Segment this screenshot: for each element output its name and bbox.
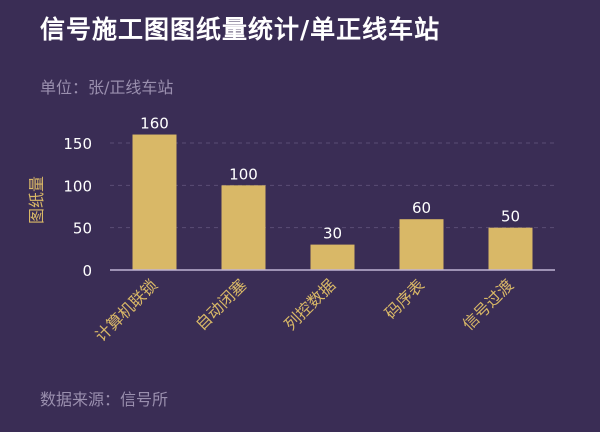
x-tick-label: 码序表 bbox=[381, 275, 428, 322]
bar-value-label: 100 bbox=[229, 165, 258, 183]
bar bbox=[132, 134, 177, 270]
gridlines bbox=[110, 142, 555, 229]
bar bbox=[399, 219, 444, 270]
x-tick-label: 自动闭塞 bbox=[192, 275, 251, 334]
bar bbox=[310, 244, 355, 270]
bars bbox=[132, 134, 533, 270]
bar-value-label: 30 bbox=[323, 225, 342, 243]
x-tick-label: 计算机联锁 bbox=[91, 275, 161, 345]
bar-value-label: 50 bbox=[501, 208, 520, 226]
y-tick-labels: 0 50 100 150 bbox=[63, 135, 92, 280]
chart-title: 信号施工图图纸量统计/单正线车站 bbox=[40, 15, 441, 44]
y-tick-label: 150 bbox=[63, 135, 92, 153]
bar bbox=[221, 185, 266, 270]
y-tick-label: 100 bbox=[63, 177, 92, 195]
bar bbox=[488, 227, 533, 270]
x-tick-labels: 计算机联锁 自动闭塞 列控数据 码序表 信号过渡 bbox=[91, 275, 517, 345]
bar-value-label: 60 bbox=[412, 199, 431, 217]
bar-value-label: 160 bbox=[140, 115, 169, 133]
x-tick-label: 信号过渡 bbox=[459, 275, 518, 334]
y-tick-label: 0 bbox=[82, 262, 92, 280]
unit-label: 单位：张/正线车站 bbox=[40, 78, 174, 97]
y-axis-label: 图纸量 bbox=[27, 176, 46, 224]
x-tick-label: 列控数据 bbox=[281, 275, 340, 334]
y-tick-label: 50 bbox=[73, 220, 92, 238]
data-labels: 160 100 30 60 50 bbox=[140, 115, 520, 243]
source-label: 数据来源：信号所 bbox=[40, 390, 169, 409]
